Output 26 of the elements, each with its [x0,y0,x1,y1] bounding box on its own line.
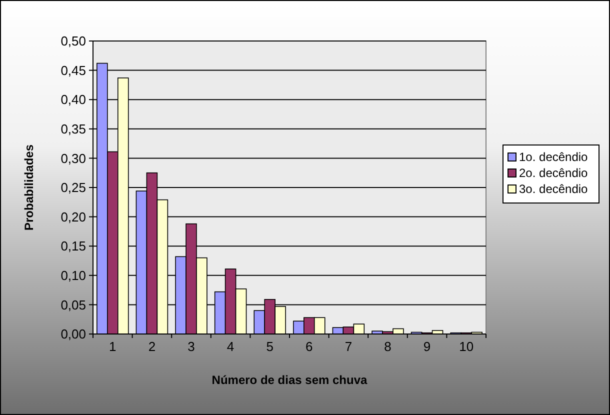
y-tick-label: 0,15 [60,238,86,254]
x-tick-label: 9 [423,339,431,354]
y-axis-title: Probabilidades [22,144,36,231]
legend-label: 3o. decêndio [519,182,588,196]
x-tick-label: 5 [266,339,274,354]
x-tick-label: 8 [384,339,392,354]
x-tick-label: 3 [188,339,195,354]
y-tick-label: 0,45 [60,62,86,78]
y-tick-label: 0,25 [60,180,86,196]
x-tick-label: 4 [226,339,234,354]
y-tick-label: 0,50 [60,34,86,49]
x-tick-label: 6 [306,339,313,354]
y-tick-label: 0,35 [60,121,86,136]
x-tick-label: 10 [459,339,474,354]
y-tick-label: 0,40 [60,92,86,108]
legend-label: 2o. decêndio [519,166,588,180]
x-axis-title: Número de dias sem chuva [212,373,368,387]
y-tick-label: 0,30 [60,150,86,166]
x-tick-label: 1 [109,339,116,354]
y-tick-label: 0,05 [60,297,86,312]
x-tick-label: 2 [148,339,156,354]
y-tick-label: 0,00 [60,326,86,342]
x-tick-label: 7 [344,339,352,354]
y-tick-label: 0,10 [60,268,86,283]
legend-label: 1o. decêndio [519,150,588,164]
y-tick-label: 0,20 [60,209,86,224]
